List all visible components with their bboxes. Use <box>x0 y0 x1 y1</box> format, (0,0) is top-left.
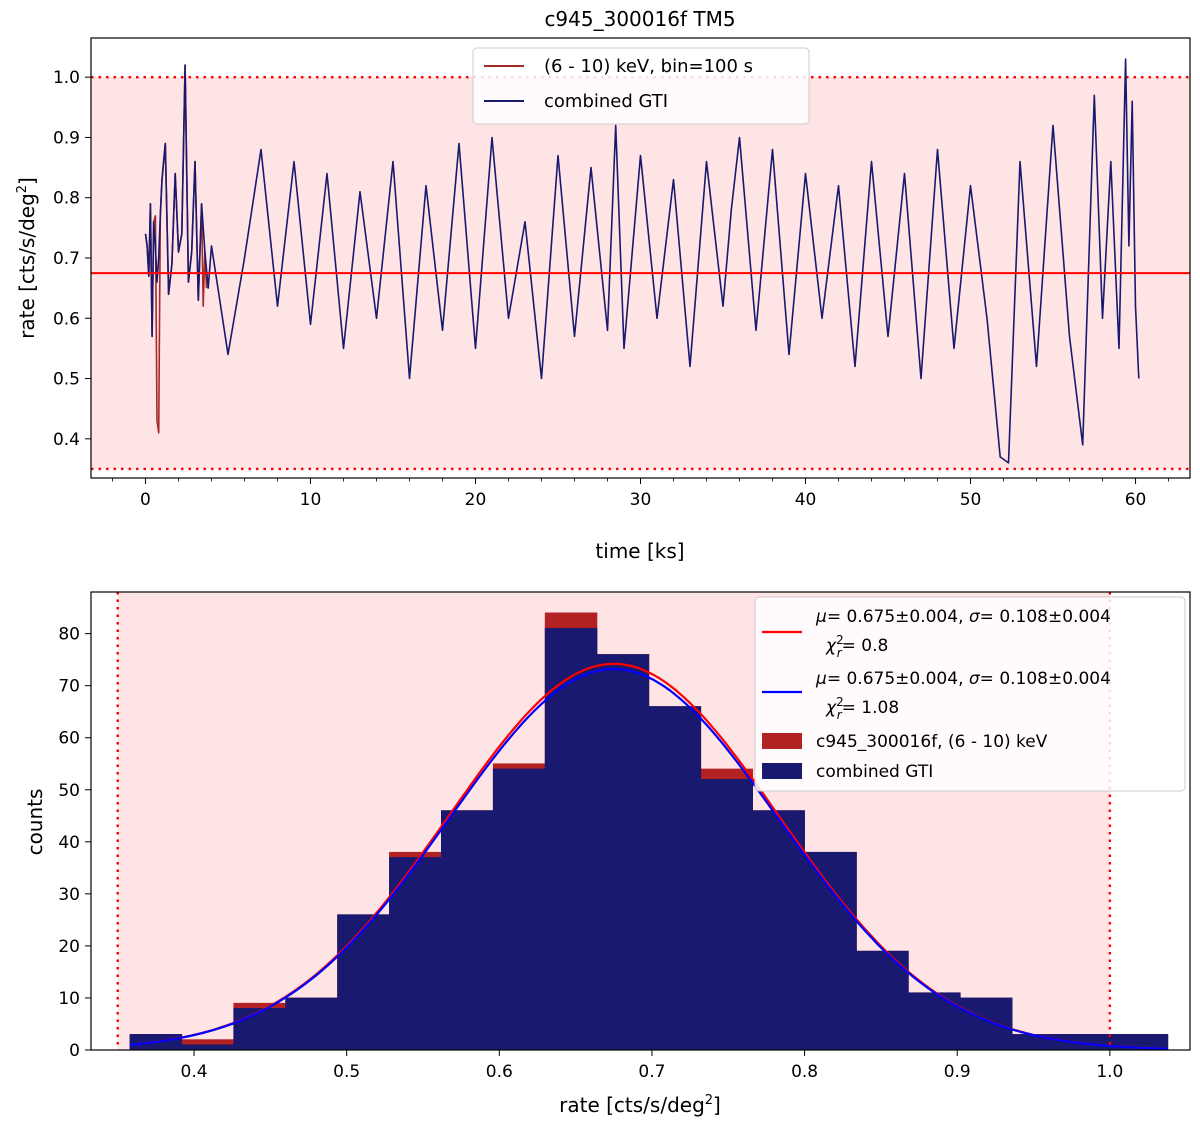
bottom-y-tick-label: 60 <box>58 729 80 749</box>
bottom-y-tick-label: 20 <box>58 937 80 957</box>
histogram-bar-combined-gti <box>596 654 650 1051</box>
histogram-bar-combined-gti <box>441 810 494 1051</box>
legend-label-hist-combined-gti: combined GTI <box>816 762 933 782</box>
top-y-tick-label: 0.5 <box>53 370 80 390</box>
histogram-bar-combined-gti <box>908 992 961 1051</box>
bottom-x-axis-label: rate [cts/s/deg2] <box>559 1093 721 1117</box>
histogram-bar-combined-gti <box>285 997 338 1051</box>
top-y-tick-label: 1.0 <box>53 68 80 88</box>
bottom-x-tick-label: 0.9 <box>944 1062 971 1082</box>
top-x-axis-label: time [ks] <box>595 539 684 563</box>
top-x-tick-label: 20 <box>465 490 487 510</box>
legend-label-hist-6-10kev: c945_300016f, (6 - 10) keV <box>816 732 1048 752</box>
bottom-legend-box <box>754 596 1186 792</box>
bottom-y-tick-label: 30 <box>58 885 80 905</box>
series-line-combined-gti <box>144 58 1140 464</box>
bottom-x-tick-label: 0.4 <box>181 1062 208 1082</box>
top-y-tick-label: 0.8 <box>53 189 80 209</box>
histogram-bar-combined-gti <box>181 1044 235 1051</box>
top-legend-box <box>472 47 810 125</box>
histogram-bar-combined-gti <box>544 628 598 1051</box>
histogram-bar-combined-gti <box>959 997 1013 1051</box>
light-curve-series <box>144 58 1140 464</box>
top-y-tick-label: 0.7 <box>53 249 80 269</box>
bottom-x-tick-label: 1.0 <box>1096 1062 1123 1082</box>
histogram-bar-combined-gti <box>337 914 390 1051</box>
bottom-y-tick-label: 50 <box>58 781 80 801</box>
bottom-y-tick-label: 40 <box>58 833 80 853</box>
bottom-axes-frame <box>90 591 1191 1051</box>
legend-swatch-hist-combined-gti <box>762 763 802 779</box>
histogram-bar-combined-gti <box>492 768 546 1051</box>
bottom-y-tick-label: 80 <box>58 625 80 645</box>
legend-fit-red-chi2: χ2 r= 0.8 <box>825 633 888 660</box>
histogram-bar-combined-gti <box>648 706 702 1051</box>
bottom-legend: μ= 0.675±0.004, σ= 0.108±0.004 χ2 r= 0.8 … <box>754 596 1186 792</box>
top-y-axis-label: rate [cts/s/deg2] <box>15 177 39 339</box>
histogram-bar-combined-gti <box>804 851 857 1051</box>
top-x-tick-label: 40 <box>795 490 817 510</box>
bottom-x-tick-label: 0.6 <box>486 1062 513 1082</box>
legend-swatch-hist-6-10kev <box>762 733 802 749</box>
histogram-bar-combined-gti <box>752 810 805 1051</box>
histogram-bar-combined-gti <box>233 1008 286 1051</box>
top-chart-title: c945_300016f TM5 <box>544 7 735 31</box>
legend-fit-blue-chi2: χ2 r= 1.08 <box>825 695 899 722</box>
top-x-tick-label: 50 <box>960 490 982 510</box>
bottom-y-tick-label: 10 <box>58 989 80 1009</box>
histogram-bar-combined-gti <box>700 779 753 1051</box>
top-y-tick-label: 0.6 <box>53 309 80 329</box>
top-x-tick-label: 60 <box>1125 490 1147 510</box>
top-legend: (6 - 10) keV, bin=100 s combined GTI <box>472 47 810 125</box>
bottom-y-ticks: 0 10 20 30 40 50 60 70 80 <box>58 625 91 1061</box>
bottom-y-tick-label: 70 <box>58 677 80 697</box>
bottom-x-tick-label: 0.7 <box>638 1062 665 1082</box>
top-y-tick-label: 0.9 <box>53 128 80 148</box>
legend-label-combined-gti: combined GTI <box>544 91 668 112</box>
top-y-ticks: 0.4 0.5 0.6 0.7 0.8 0.9 1.0 <box>53 68 91 450</box>
top-axes-frame <box>90 37 1191 479</box>
top-x-tick-label: 30 <box>630 490 652 510</box>
bottom-x-ticks: 0.4 0.5 0.6 0.7 0.8 0.9 1.0 <box>181 1050 1123 1082</box>
bottom-x-tick-label: 0.8 <box>791 1062 818 1082</box>
top-x-tick-label: 0 <box>140 490 151 510</box>
bottom-y-tick-label: 0 <box>69 1041 80 1061</box>
bottom-y-axis-label: counts <box>23 789 47 856</box>
light-curve-panel: 0 10 20 30 40 50 60 0.4 0.5 0.6 0.7 0.8 0.9 1.0 c945… <box>15 7 1191 563</box>
legend-fit-red-params: μ= 0.675±0.004, σ= 0.108±0.004 <box>815 607 1111 627</box>
top-x-tick-label: 10 <box>300 490 322 510</box>
top-x-ticks: 0 10 20 30 40 50 60 <box>112 478 1169 510</box>
histogram-bar-combined-gti <box>856 950 909 1051</box>
histogram-panel: 0.4 0.5 0.6 0.7 0.8 0.9 1.0 01020304050607080 … <box>23 591 1191 1117</box>
gaussian-fit-combined-gti <box>129 667 1168 1050</box>
bottom-x-tick-label: 0.5 <box>333 1062 360 1082</box>
legend-fit-blue-params: μ= 0.675±0.004, σ= 0.108±0.004 <box>815 669 1111 689</box>
top-y-tick-label: 0.4 <box>53 430 80 450</box>
legend-label-6-10kev: (6 - 10) keV, bin=100 s <box>544 56 753 77</box>
